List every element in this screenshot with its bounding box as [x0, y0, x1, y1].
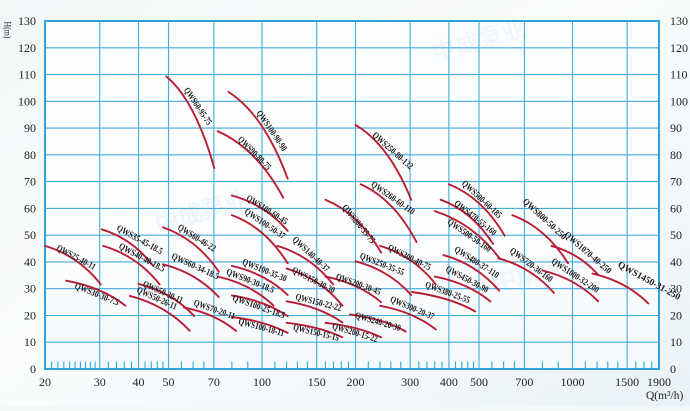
svg-text:80: 80 [24, 148, 36, 162]
svg-text:60: 60 [24, 201, 36, 215]
svg-text:100: 100 [253, 375, 271, 389]
svg-text:500: 500 [470, 375, 488, 389]
svg-text:10: 10 [670, 335, 682, 349]
svg-text:0: 0 [30, 362, 36, 376]
svg-text:50: 50 [24, 228, 36, 242]
svg-text:30: 30 [670, 282, 682, 296]
svg-text:40: 40 [24, 255, 36, 269]
svg-text:60: 60 [670, 201, 682, 215]
svg-text:40: 40 [670, 255, 682, 269]
svg-text:100: 100 [18, 94, 36, 108]
svg-text:20: 20 [24, 309, 36, 323]
svg-text:1500: 1500 [615, 375, 639, 389]
svg-text:50: 50 [163, 375, 175, 389]
svg-text:70: 70 [24, 175, 36, 189]
svg-text:70: 70 [670, 175, 682, 189]
svg-text:30: 30 [24, 282, 36, 296]
svg-text:0: 0 [670, 362, 676, 376]
svg-text:100: 100 [670, 94, 688, 108]
svg-text:300: 300 [401, 375, 419, 389]
svg-text:1000: 1000 [561, 375, 585, 389]
svg-text:Q(m³/h): Q(m³/h) [646, 390, 683, 402]
svg-text:20: 20 [670, 309, 682, 323]
svg-text:30: 30 [94, 375, 106, 389]
svg-text:120: 120 [18, 41, 36, 55]
svg-text:50: 50 [670, 228, 682, 242]
svg-text:120: 120 [670, 41, 688, 55]
svg-text:110: 110 [18, 68, 36, 82]
svg-text:700: 700 [515, 375, 533, 389]
svg-text:400: 400 [440, 375, 458, 389]
svg-text:70: 70 [208, 375, 220, 389]
svg-text:80: 80 [670, 148, 682, 162]
svg-text:H(m): H(m) [2, 22, 13, 39]
svg-text:130: 130 [670, 14, 688, 28]
svg-text:10: 10 [24, 335, 36, 349]
svg-text:130: 130 [18, 14, 36, 28]
svg-text:200: 200 [347, 375, 365, 389]
svg-text:90: 90 [24, 121, 36, 135]
svg-text:20: 20 [39, 375, 51, 389]
svg-text:110: 110 [670, 68, 688, 82]
svg-text:90: 90 [670, 121, 682, 135]
svg-text:1900: 1900 [647, 375, 671, 389]
svg-text:150: 150 [308, 375, 326, 389]
svg-text:40: 40 [133, 375, 145, 389]
